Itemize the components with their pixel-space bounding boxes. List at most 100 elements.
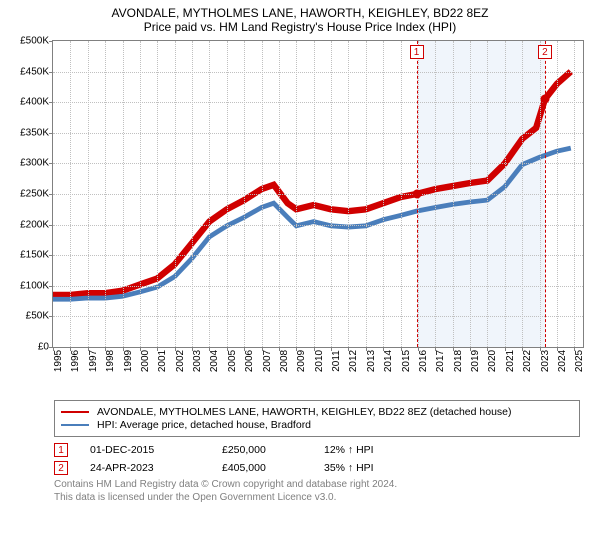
gridline-v — [487, 41, 488, 347]
gridline-v — [105, 41, 106, 347]
x-axis-label: 2008 — [279, 350, 290, 372]
event-badge-icon: 2 — [54, 461, 68, 475]
gridline-v — [505, 41, 506, 347]
event-pct: 12% ↑ HPI — [324, 444, 424, 456]
chart-container: AVONDALE, MYTHOLMES LANE, HAWORTH, KEIGH… — [0, 0, 600, 504]
gridline-v — [123, 41, 124, 347]
gridline-v — [383, 41, 384, 347]
x-axis-label: 2017 — [435, 350, 446, 372]
y-tick — [49, 102, 53, 103]
events-table: 1 01-DEC-2015 £250,000 12% ↑ HPI 2 24-AP… — [54, 443, 580, 475]
gridline-v — [209, 41, 210, 347]
footer-line-2: This data is licensed under the Open Gov… — [54, 492, 580, 505]
x-axis-label: 2010 — [314, 350, 325, 372]
legend-item: AVONDALE, MYTHOLMES LANE, HAWORTH, KEIGH… — [61, 406, 573, 418]
x-axis-label: 2009 — [296, 350, 307, 372]
event-price: £250,000 — [222, 444, 302, 456]
legend-label: AVONDALE, MYTHOLMES LANE, HAWORTH, KEIGH… — [97, 406, 512, 418]
x-axis-label: 2018 — [453, 350, 464, 372]
y-tick — [49, 286, 53, 287]
legend: AVONDALE, MYTHOLMES LANE, HAWORTH, KEIGH… — [54, 400, 580, 437]
event-line — [545, 41, 546, 347]
title-line-1: AVONDALE, MYTHOLMES LANE, HAWORTH, KEIGH… — [10, 6, 590, 20]
x-axis-label: 2023 — [540, 350, 551, 372]
gridline-v — [227, 41, 228, 347]
event-row: 2 24-APR-2023 £405,000 35% ↑ HPI — [54, 461, 580, 475]
event-dot — [412, 190, 421, 199]
x-axis-label: 1998 — [105, 350, 116, 372]
gridline-v — [192, 41, 193, 347]
legend-label: HPI: Average price, detached house, Brad… — [97, 419, 311, 431]
title-block: AVONDALE, MYTHOLMES LANE, HAWORTH, KEIGH… — [10, 6, 590, 34]
x-axis-label: 1995 — [53, 350, 64, 372]
gridline-v — [348, 41, 349, 347]
gridline-v — [175, 41, 176, 347]
title-line-2: Price paid vs. HM Land Registry's House … — [10, 20, 590, 34]
gridline-v — [435, 41, 436, 347]
legend-swatch — [61, 424, 89, 426]
gridline-h — [53, 194, 583, 195]
y-tick — [49, 316, 53, 317]
event-badge: 2 — [538, 45, 552, 59]
gridline-v — [88, 41, 89, 347]
gridline-h — [53, 255, 583, 256]
gridline-v — [279, 41, 280, 347]
gridline-h — [53, 286, 583, 287]
gridline-h — [53, 163, 583, 164]
x-axis-label: 2022 — [522, 350, 533, 372]
gridline-v — [244, 41, 245, 347]
y-tick — [49, 41, 53, 42]
gridline-v — [470, 41, 471, 347]
series-price_paid — [53, 72, 571, 295]
gridline-h — [53, 225, 583, 226]
event-pct: 35% ↑ HPI — [324, 462, 424, 474]
x-axis-label: 2024 — [557, 350, 568, 372]
plot-inner: £0£50K£100K£150K£200K£250K£300K£350K£400… — [52, 40, 584, 348]
x-axis-label: 2015 — [401, 350, 412, 372]
x-axis-label: 2002 — [175, 350, 186, 372]
gridline-v — [262, 41, 263, 347]
x-axis-label: 2019 — [470, 350, 481, 372]
x-axis-label: 2005 — [227, 350, 238, 372]
gridline-v — [296, 41, 297, 347]
x-axis-label: 2013 — [366, 350, 377, 372]
x-axis-label: 2016 — [418, 350, 429, 372]
x-axis-label: 2025 — [574, 350, 585, 372]
y-tick — [49, 163, 53, 164]
legend-item: HPI: Average price, detached house, Brad… — [61, 419, 573, 431]
gridline-v — [366, 41, 367, 347]
x-axis-label: 2006 — [244, 350, 255, 372]
gridline-v — [157, 41, 158, 347]
gridline-v — [522, 41, 523, 347]
y-tick — [49, 194, 53, 195]
gridline-v — [70, 41, 71, 347]
gridline-v — [331, 41, 332, 347]
x-axis-label: 2003 — [192, 350, 203, 372]
event-badge: 1 — [410, 45, 424, 59]
gridline-v — [557, 41, 558, 347]
x-axis-label: 2004 — [209, 350, 220, 372]
plot-area: £0£50K£100K£150K£200K£250K£300K£350K£400… — [52, 40, 584, 370]
event-date: 01-DEC-2015 — [90, 444, 200, 456]
event-badge-icon: 1 — [54, 443, 68, 457]
event-date: 24-APR-2023 — [90, 462, 200, 474]
x-axis-label: 1997 — [88, 350, 99, 372]
gridline-v — [140, 41, 141, 347]
x-axis-label: 2020 — [487, 350, 498, 372]
gridline-v — [574, 41, 575, 347]
x-axis-label: 2014 — [383, 350, 394, 372]
x-axis-label: 2001 — [157, 350, 168, 372]
legend-swatch — [61, 411, 89, 413]
gridline-h — [53, 133, 583, 134]
gridline-v — [453, 41, 454, 347]
gridline-v — [401, 41, 402, 347]
x-axis-label: 2007 — [262, 350, 273, 372]
x-axis-label: 1999 — [123, 350, 134, 372]
footer-line-1: Contains HM Land Registry data © Crown c… — [54, 479, 580, 492]
x-axis-label: 2021 — [505, 350, 516, 372]
x-axis-label: 2012 — [348, 350, 359, 372]
x-axis-label: 2011 — [331, 350, 342, 372]
gridline-h — [53, 102, 583, 103]
event-row: 1 01-DEC-2015 £250,000 12% ↑ HPI — [54, 443, 580, 457]
footer: Contains HM Land Registry data © Crown c… — [54, 479, 580, 504]
